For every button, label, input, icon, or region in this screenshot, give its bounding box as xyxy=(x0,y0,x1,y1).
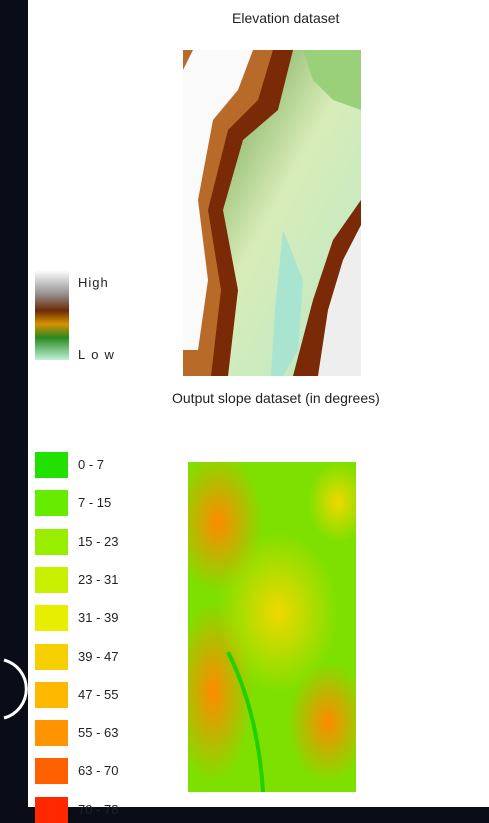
legend-swatch xyxy=(35,720,68,747)
legend-label: 31 - 39 xyxy=(78,610,119,626)
legend-swatch xyxy=(35,566,68,593)
legend-label: 63 - 70 xyxy=(78,763,119,779)
legend-swatch xyxy=(35,681,68,708)
elevation-legend-ramp xyxy=(35,270,69,360)
legend-swatch xyxy=(35,643,68,670)
legend-high: High xyxy=(78,275,109,290)
background-decoration xyxy=(3,658,28,720)
legend-swatch xyxy=(35,528,68,555)
legend-low: Low xyxy=(78,347,120,362)
legend-swatch xyxy=(35,605,68,632)
legend-label: 39 - 47 xyxy=(78,648,119,664)
slope-map xyxy=(188,462,356,792)
legend-label: 0 - 7 xyxy=(78,457,105,472)
legend-label: 55 - 63 xyxy=(78,725,119,741)
legend-swatch xyxy=(35,758,68,785)
legend-label: 70 - 78 xyxy=(78,801,119,817)
elevation-title: Elevation dataset xyxy=(232,10,340,26)
legend-swatch xyxy=(35,452,68,478)
slope-title: Output slope dataset (in degrees) xyxy=(172,390,380,406)
elevation-map xyxy=(183,50,361,376)
legend-swatch xyxy=(35,796,68,823)
legend-label: 7 - 15 xyxy=(78,495,112,511)
legend-swatch xyxy=(35,490,68,517)
legend-label: 15 - 23 xyxy=(78,533,119,549)
legend-label: 47 - 55 xyxy=(78,686,119,702)
legend-label: 23 - 31 xyxy=(78,571,119,587)
